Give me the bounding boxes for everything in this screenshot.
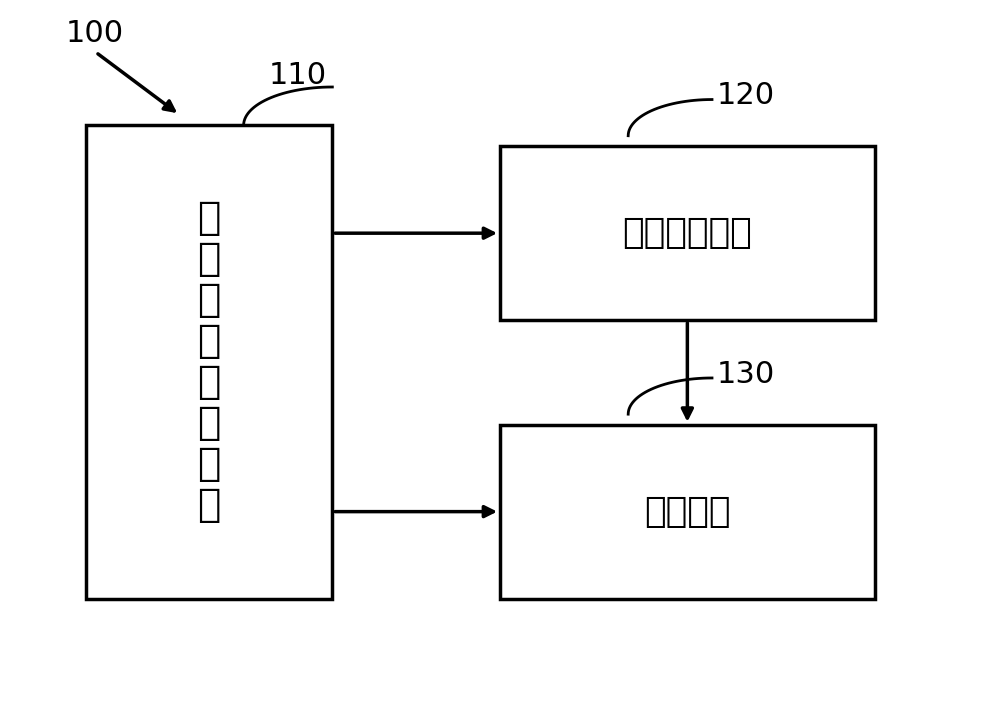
FancyBboxPatch shape xyxy=(500,425,875,599)
Text: 130: 130 xyxy=(717,360,775,389)
Text: 侵
染
曲
线
生
成
模
块: 侵 染 曲 线 生 成 模 块 xyxy=(197,200,221,525)
Text: 110: 110 xyxy=(268,60,326,89)
FancyBboxPatch shape xyxy=(500,146,875,320)
Text: 时间获取模块: 时间获取模块 xyxy=(622,216,752,250)
Text: 预测模块: 预测模块 xyxy=(644,495,731,529)
FancyBboxPatch shape xyxy=(86,125,332,599)
Text: 100: 100 xyxy=(66,18,124,48)
Text: 120: 120 xyxy=(717,82,775,110)
